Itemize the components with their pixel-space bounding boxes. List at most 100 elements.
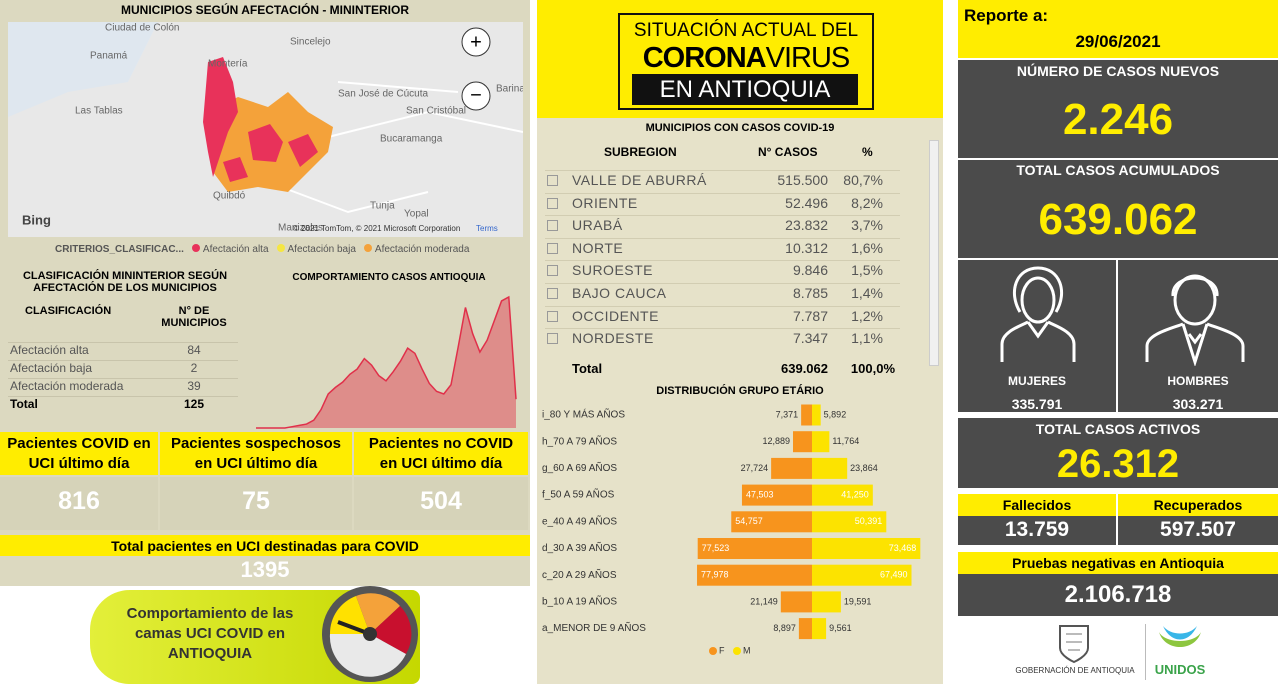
legend-item[interactable]: Afectación moderada xyxy=(363,244,469,255)
map-legend: CRITERIOS_CLASIFICAC... Afectación alta A… xyxy=(55,244,469,255)
banner-line: camas UCI COVID en xyxy=(134,625,286,642)
age-bar xyxy=(697,538,812,559)
subregion: BAJO CAUCA xyxy=(572,285,667,301)
scrollbar[interactable] xyxy=(929,140,939,366)
age-value-label: 47,503 xyxy=(746,489,774,499)
map-place: Tunja xyxy=(370,201,395,212)
unidos-logo xyxy=(1159,626,1201,647)
age-bar xyxy=(697,564,812,586)
age-value-label: 77,523 xyxy=(702,543,730,553)
age-value-label: 23,864 xyxy=(850,463,878,473)
age-label: i_80 Y MÁS AÑOS xyxy=(542,408,625,421)
new-cases-label: NÚMERO DE CASOS NUEVOS xyxy=(1016,63,1220,79)
row-line xyxy=(545,215,900,217)
cases: 10.312 xyxy=(785,239,828,256)
percent: 8,2% xyxy=(851,194,883,211)
report-label: Reporte a: xyxy=(958,0,1278,58)
age-label: h_70 A 79 AÑOS xyxy=(542,434,617,447)
age-bar xyxy=(741,484,812,506)
women-value: 335.791 xyxy=(1011,396,1063,412)
class-count: 39 xyxy=(187,379,201,393)
class-row-line xyxy=(8,378,238,379)
cases: 7.787 xyxy=(792,307,828,324)
map-terms[interactable]: Terms xyxy=(476,224,498,233)
uci-card-value: 75 xyxy=(160,477,352,530)
map-place: San Cristóbal xyxy=(406,106,466,117)
percent: 80,7% xyxy=(843,172,883,188)
total-label: TOTAL CASOS ACUMULADOS xyxy=(1016,162,1220,178)
percent: 1,2% xyxy=(851,307,883,324)
new-cases: 2.246 xyxy=(1062,95,1174,144)
row-line xyxy=(545,170,900,171)
age-label: g_60 A 69 AÑOS xyxy=(542,461,617,474)
divider xyxy=(1145,624,1146,680)
age-bar xyxy=(812,538,921,559)
map-place: Sincelejo xyxy=(290,37,331,48)
header-line: EN ANTIOQUIA xyxy=(632,74,858,105)
legend-dot xyxy=(363,244,372,252)
table-total: Total xyxy=(572,361,603,376)
total-box xyxy=(958,160,1278,258)
class-count: 2 xyxy=(190,361,198,375)
zoom-out[interactable] xyxy=(461,81,491,111)
subregion: OCCIDENTE xyxy=(572,307,659,324)
banner-line: Comportamiento de las xyxy=(126,605,294,622)
active-label: TOTAL CASOS ACTIVOS xyxy=(1035,421,1201,437)
active-value: 26.312 xyxy=(1056,442,1180,486)
legend-dot xyxy=(709,647,717,655)
age-bar xyxy=(812,511,887,533)
age-bar xyxy=(798,618,812,640)
row-line xyxy=(545,192,900,194)
trend-line xyxy=(256,295,517,429)
legend-title: CRITERIOS_CLASIFICAC... xyxy=(55,244,184,255)
age-bar xyxy=(812,484,873,506)
table-header: SUBREGION xyxy=(604,145,677,159)
negative-label: Pruebas negativas en Antioquia xyxy=(958,552,1278,574)
expand-icon xyxy=(547,265,558,277)
legend-label: M xyxy=(743,645,751,655)
table-header: % xyxy=(862,145,873,159)
percent: 1,5% xyxy=(851,262,883,279)
class-count: 84 xyxy=(187,343,201,357)
age-value-label: 50,391 xyxy=(855,516,883,526)
age-value-label: 11,764 xyxy=(832,436,859,446)
cases: 8.785 xyxy=(792,285,828,301)
recovered-value: 597.507 xyxy=(1118,516,1278,545)
men-value: 303.271 xyxy=(1172,396,1224,412)
map-place: Manizales xyxy=(278,223,323,234)
zoom-out-icon[interactable]: − xyxy=(470,84,482,106)
gov-logo-text: GOBERNACIÓN DE ANTIOQUIA xyxy=(1015,666,1135,675)
report-date: 29/06/2021 xyxy=(1075,32,1161,51)
expand-icon xyxy=(547,288,558,299)
classification-header: CLASIFICACIÓN xyxy=(25,305,112,317)
age-chart: i_80 Y MÁS AÑOS 7,371 5,892 h_70 A 79 AÑOS 1… xyxy=(542,404,921,655)
age-value-label: 12,889 xyxy=(762,436,790,446)
subregion: URABÁ xyxy=(572,217,623,234)
map-place: Las Tablas xyxy=(75,106,123,117)
header-line: CORONAVIRUS xyxy=(618,42,874,75)
age-bar xyxy=(801,404,812,426)
total-cases: 639.062 xyxy=(1038,195,1198,244)
banner-line: ANTIOQUIA xyxy=(167,645,253,662)
zoom-in-icon[interactable]: + xyxy=(470,31,482,53)
age-bar xyxy=(792,431,812,453)
header-frame xyxy=(618,13,874,110)
trend-title: COMPORTAMIENTO CASOS ANTIOQUIA xyxy=(292,272,486,283)
expand-icon xyxy=(547,175,558,186)
deaths-label: Fallecidos xyxy=(958,494,1116,516)
map-place: San José de Cúcuta xyxy=(338,89,428,100)
legend-label: Afectación baja xyxy=(287,244,356,255)
class-row-line xyxy=(8,360,238,361)
expand-icon xyxy=(547,333,558,345)
subregion: NORTE xyxy=(572,239,624,256)
legend-item[interactable]: Afectación alta xyxy=(191,244,269,255)
age-label: a_MENOR DE 9 AÑOS xyxy=(542,621,646,634)
age-bar xyxy=(771,457,812,479)
uci-card-value: 504 xyxy=(354,477,528,530)
classification-header: N° DE MUNICIPIOS xyxy=(161,305,227,329)
age-label: c_20 A 29 AÑOS xyxy=(542,568,617,581)
legend-item[interactable]: Afectación baja xyxy=(276,244,356,255)
women-icon xyxy=(1000,266,1076,362)
row-line xyxy=(545,283,900,284)
zoom-in[interactable] xyxy=(461,27,491,57)
